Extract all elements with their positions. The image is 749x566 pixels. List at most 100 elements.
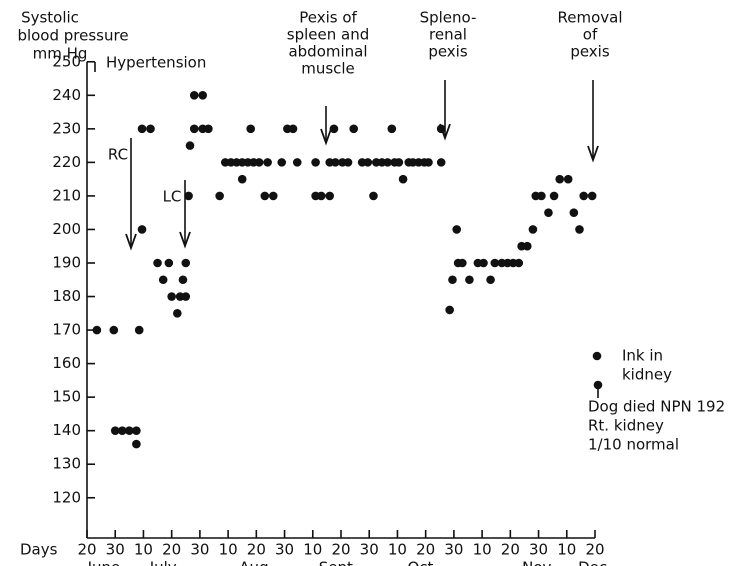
month-label: June: [87, 559, 121, 566]
data-point: [544, 208, 553, 217]
annotation: spleen and: [287, 26, 369, 44]
data-point: [146, 124, 155, 134]
data-point: [387, 124, 397, 134]
data-point: [486, 275, 495, 285]
y-tick-label: 140: [52, 421, 81, 439]
arrow-head: [179, 231, 191, 249]
data-point: [137, 225, 147, 234]
x-tick-label: 20: [501, 541, 520, 559]
data-point: [563, 174, 573, 184]
annotation: LC: [163, 188, 182, 206]
x-tick-label: 10: [134, 541, 153, 559]
data-point: [369, 191, 378, 201]
data-point: [215, 191, 224, 201]
data-point: [237, 174, 247, 184]
y-tick-label: 180: [52, 287, 81, 305]
data-point: [349, 124, 359, 134]
data-point: [178, 275, 188, 285]
legend-text: Rt. kidney: [588, 417, 664, 435]
data-point: [549, 191, 559, 201]
data-point: [343, 158, 353, 167]
y-tick-label: 190: [52, 253, 81, 271]
month-label: Nov.: [522, 559, 555, 566]
data-point: [311, 158, 320, 167]
data-point: [263, 158, 272, 167]
data-point: [92, 325, 102, 335]
legend-dot: [593, 380, 603, 390]
data-point: [465, 275, 474, 285]
x-tick-label: 10: [303, 541, 322, 559]
x-tick-label: 30: [444, 541, 463, 559]
y-tick-label: 160: [52, 354, 81, 372]
data-point: [268, 191, 278, 201]
data-point: [189, 91, 199, 100]
data-point: [587, 191, 597, 201]
data-point: [181, 292, 191, 301]
data-point: [125, 426, 134, 435]
annotation: Removal: [557, 9, 622, 27]
legend-text: Ink in: [622, 347, 663, 365]
arrow-head: [587, 145, 599, 163]
data-point: [254, 158, 264, 167]
annotation: of: [583, 26, 598, 44]
arrow-head: [320, 128, 332, 146]
data-point: [325, 191, 335, 201]
data-point: [132, 426, 141, 435]
data-point: [424, 158, 433, 167]
x-tick-label: 20: [162, 541, 181, 559]
annotation: renal: [429, 26, 467, 44]
data-point: [109, 325, 119, 335]
data-point: [137, 124, 147, 134]
x-tick-label: 30: [190, 541, 209, 559]
data-point: [184, 191, 193, 201]
annotation: Hypertension: [106, 54, 206, 72]
data-point: [189, 124, 199, 134]
annotation: Pexis of: [299, 9, 357, 27]
y-tick-label: 240: [52, 86, 81, 104]
data-point: [164, 258, 174, 268]
data-point: [329, 124, 339, 134]
data-point: [398, 174, 408, 184]
x-tick-label: 20: [416, 541, 435, 559]
data-point: [528, 225, 538, 234]
data-point: [383, 158, 392, 167]
data-point: [445, 305, 454, 315]
x-tick-label: 30: [275, 541, 294, 559]
data-point: [579, 191, 589, 201]
month-label: July: [149, 559, 177, 566]
data-point: [316, 191, 326, 201]
x-tick-label: 20: [247, 541, 266, 559]
data-point: [436, 158, 446, 167]
data-point: [292, 158, 302, 167]
x-tick-label: 30: [106, 541, 125, 559]
legend-text: Dog died NPN 192: [588, 398, 725, 416]
data-point: [452, 225, 462, 234]
data-point: [153, 258, 162, 268]
data-point: [110, 426, 120, 435]
y-title: mm.Hg: [33, 45, 88, 63]
y-tick-label: 170: [52, 321, 81, 339]
data-point: [198, 91, 208, 100]
data-point: [173, 308, 182, 318]
data-point: [522, 241, 532, 251]
data-point: [363, 158, 373, 167]
annotation: Spleno-: [420, 9, 477, 27]
data-point: [448, 275, 457, 285]
y-tick-label: 220: [52, 153, 81, 171]
y-tick-label: 120: [52, 488, 81, 506]
arrow-head: [439, 123, 451, 141]
data-point: [185, 141, 195, 150]
month-label: Dec.: [578, 559, 612, 566]
data-point: [555, 174, 565, 184]
data-point: [288, 124, 298, 134]
data-point: [132, 439, 141, 449]
data-point: [277, 158, 287, 167]
x-tick-label: 10: [219, 541, 238, 559]
legend-dot: [592, 351, 602, 361]
data-point: [117, 426, 127, 435]
annotation: RC: [108, 146, 128, 164]
arrow-head: [125, 233, 137, 251]
data-point: [575, 225, 584, 234]
data-point: [490, 258, 500, 268]
